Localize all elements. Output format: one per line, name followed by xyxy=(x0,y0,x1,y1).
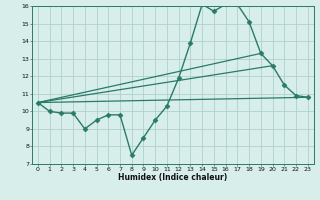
X-axis label: Humidex (Indice chaleur): Humidex (Indice chaleur) xyxy=(118,173,228,182)
